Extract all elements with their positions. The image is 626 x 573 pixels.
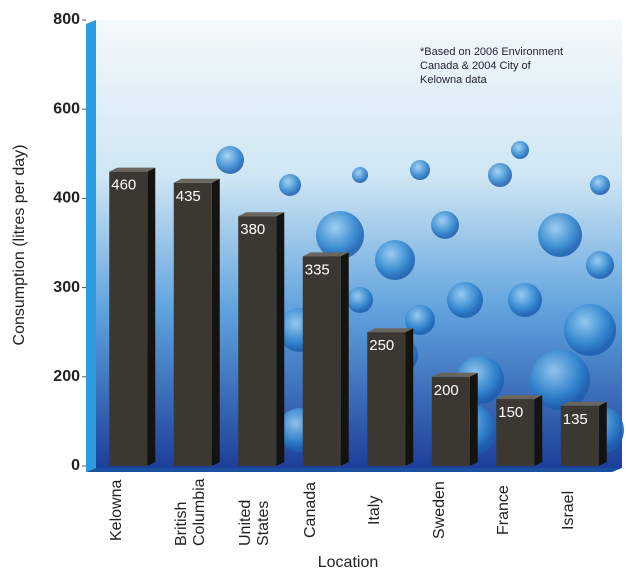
bar xyxy=(302,256,341,466)
x-tick-label: Sweden xyxy=(430,481,448,539)
bar-side xyxy=(469,372,478,466)
bar xyxy=(109,171,148,466)
bar-top xyxy=(109,167,156,172)
value-label: 380 xyxy=(240,221,265,238)
axis-wall xyxy=(86,20,96,472)
value-label: 435 xyxy=(176,188,201,205)
value-label: 135 xyxy=(563,411,588,428)
y-tick-label: 300 xyxy=(53,279,80,296)
x-tick-label: United States xyxy=(237,499,273,546)
bar-top xyxy=(431,372,478,377)
value-label: 250 xyxy=(369,337,394,354)
x-tick-label: France xyxy=(495,485,513,535)
bar-top xyxy=(173,178,220,183)
bar-top xyxy=(238,212,285,217)
bar-side xyxy=(598,401,607,466)
bar-top xyxy=(367,328,414,333)
bar xyxy=(173,182,212,467)
x-tick-label: British Columbia xyxy=(172,478,208,546)
y-tick-label: 600 xyxy=(53,100,80,117)
x-tick-label: Canada xyxy=(301,481,319,539)
floor xyxy=(86,468,622,472)
value-label: 335 xyxy=(305,261,330,278)
bar-side xyxy=(147,167,156,466)
x-tick-label: Italy xyxy=(366,495,384,525)
y-axis-label: Consumption (litres per day) xyxy=(11,145,28,346)
bar-top xyxy=(496,395,543,400)
bar-side xyxy=(405,328,414,466)
bar-side xyxy=(276,212,285,466)
bar-side xyxy=(340,252,349,466)
bar xyxy=(238,216,277,466)
annotation-line: Canada & 2004 City of xyxy=(420,60,532,72)
bar xyxy=(560,405,599,466)
bar-side xyxy=(211,178,220,467)
bar xyxy=(367,332,406,466)
y-tick-label: 200 xyxy=(53,368,80,385)
bar-top xyxy=(560,401,607,406)
value-label: 460 xyxy=(111,177,136,194)
annotation-line: Kelowna data xyxy=(420,74,488,86)
value-label: 200 xyxy=(434,382,459,399)
bar-side xyxy=(534,395,543,466)
x-tick-label: Kelowna xyxy=(108,479,126,541)
value-label: 150 xyxy=(498,404,523,421)
y-tick-label: 0 xyxy=(71,457,80,474)
annotation: *Based on 2006 Environment Canada & 2004 … xyxy=(420,46,563,86)
x-axis-label: Location xyxy=(318,554,379,571)
y-tick-label: 400 xyxy=(53,190,80,207)
bar-top xyxy=(302,252,349,257)
annotation-line: *Based on 2006 Environment xyxy=(420,46,563,58)
x-tick-label: Israel xyxy=(559,490,577,530)
y-tick-label: 800 xyxy=(53,11,80,28)
bar xyxy=(496,399,535,466)
bar xyxy=(431,376,470,466)
